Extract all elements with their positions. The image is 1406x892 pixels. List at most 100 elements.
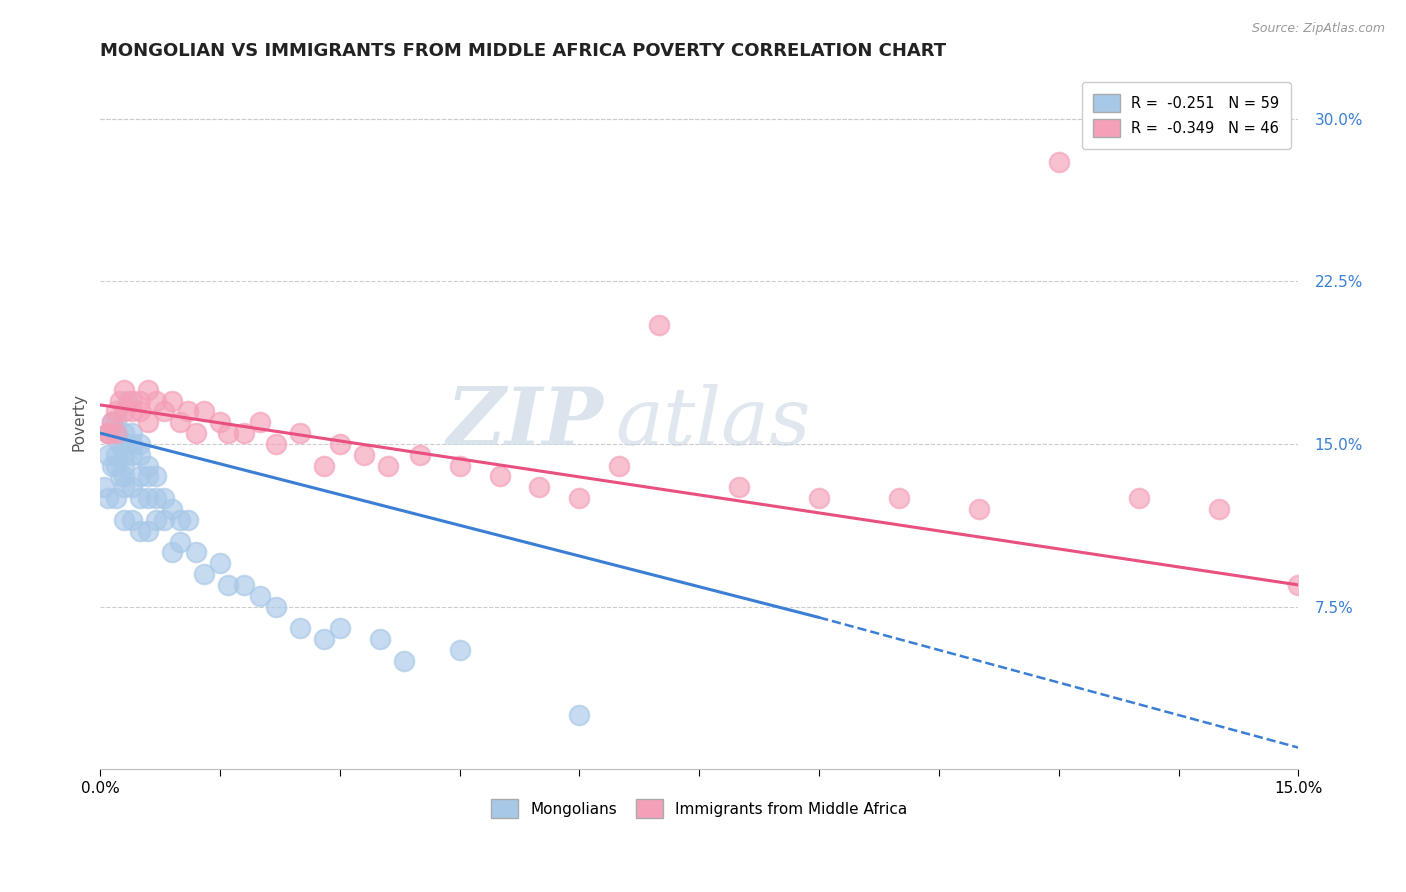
Point [93,480,115,494]
Point [121,393,143,408]
Point [1286,578,1309,592]
Point [121,448,143,462]
Point [112,426,135,441]
Point [117,393,139,408]
Point [101,458,124,473]
Text: ZIP: ZIP [447,384,603,461]
Point [145,491,167,505]
Point [449,458,471,473]
Point [208,415,231,429]
Point [129,393,152,408]
Point [105,426,128,441]
Point [232,578,254,592]
Point [392,654,415,668]
Point [160,502,183,516]
Point [105,448,128,462]
Point [160,393,183,408]
Legend: Mongolians, Immigrants from Middle Africa: Mongolians, Immigrants from Middle Afric… [485,793,914,824]
Point [193,567,215,582]
Point [377,458,399,473]
Point [353,448,375,462]
Text: MONGOLIAN VS IMMIGRANTS FROM MIDDLE AFRICA POVERTY CORRELATION CHART: MONGOLIAN VS IMMIGRANTS FROM MIDDLE AFRI… [100,42,946,60]
Point [648,318,671,332]
Point [101,415,124,429]
Point [112,480,135,494]
Point [288,621,311,635]
Point [112,404,135,418]
Point [177,404,200,418]
Point [136,491,159,505]
Point [568,708,591,723]
Point [97,426,120,441]
Point [97,448,120,462]
Y-axis label: Poverty: Poverty [72,393,86,451]
Point [529,480,551,494]
Point [129,524,152,538]
Point [160,545,183,559]
Point [1047,155,1070,169]
Point [153,491,176,505]
Point [264,437,287,451]
Point [967,502,990,516]
Point [208,556,231,570]
Point [121,480,143,494]
Point [184,426,207,441]
Point [97,426,120,441]
Point [249,415,271,429]
Point [169,534,191,549]
Point [217,578,239,592]
Point [488,469,510,483]
Text: Source: ZipAtlas.com: Source: ZipAtlas.com [1251,22,1385,36]
Point [112,458,135,473]
Point [112,383,135,397]
Point [105,491,128,505]
Point [136,415,159,429]
Point [728,480,751,494]
Point [808,491,831,505]
Point [112,513,135,527]
Point [408,448,430,462]
Point [105,426,128,441]
Point [217,426,239,441]
Point [112,448,135,462]
Point [153,513,176,527]
Point [129,491,152,505]
Point [329,621,352,635]
Point [169,415,191,429]
Point [121,513,143,527]
Point [105,415,128,429]
Point [177,513,200,527]
Text: atlas: atlas [616,384,811,461]
Point [264,599,287,614]
Point [136,524,159,538]
Point [145,469,167,483]
Point [121,404,143,418]
Point [136,383,159,397]
Point [1128,491,1150,505]
Point [145,393,167,408]
Point [101,415,124,429]
Point [129,404,152,418]
Point [136,458,159,473]
Point [145,513,167,527]
Point [232,426,254,441]
Point [121,426,143,441]
Point [312,458,335,473]
Point [249,589,271,603]
Point [108,393,131,408]
Point [887,491,910,505]
Point [105,458,128,473]
Point [129,437,152,451]
Point [368,632,391,647]
Point [129,469,152,483]
Point [108,437,131,451]
Point [105,404,128,418]
Point [609,458,631,473]
Point [153,404,176,418]
Point [97,491,120,505]
Point [288,426,311,441]
Point [129,448,152,462]
Point [112,469,135,483]
Point [1208,502,1230,516]
Point [108,469,131,483]
